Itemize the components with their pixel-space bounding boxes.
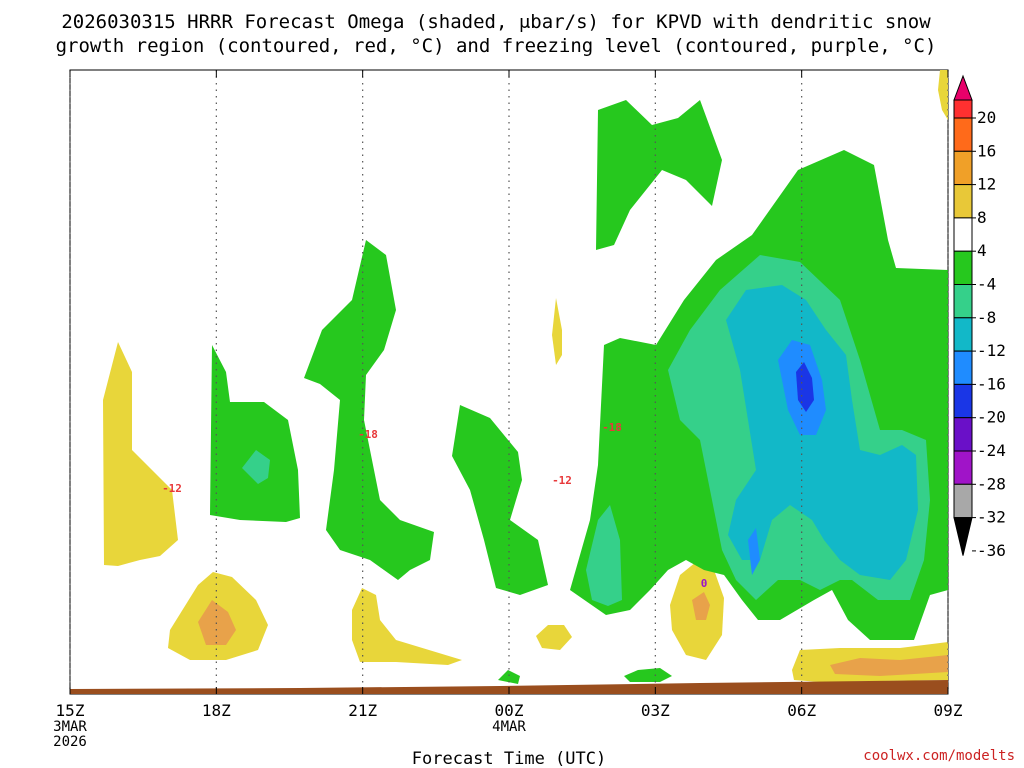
- x-tick-label: 00Z: [495, 701, 524, 720]
- colorbar-swatch: [953, 350, 973, 385]
- updraft-region: [210, 345, 300, 522]
- colorbar-label: -32: [977, 508, 1006, 527]
- subsidence-core: [830, 655, 948, 676]
- contour-label: -12: [162, 482, 182, 495]
- colorbar-label: 20: [977, 108, 996, 127]
- subsidence-region: [103, 342, 178, 566]
- colorbar-swatch: [953, 317, 973, 352]
- colorbar-label: -8: [977, 308, 996, 327]
- updraft-region: [304, 240, 434, 580]
- colorbar-label: 8: [977, 208, 987, 227]
- x-tick-label: 06Z: [787, 701, 816, 720]
- subsidence-region: [352, 588, 462, 665]
- updraft-inner: [242, 450, 270, 484]
- colorbar-label: -28: [977, 474, 1006, 493]
- omega-shading: [103, 70, 948, 684]
- colorbar-swatch: [953, 383, 973, 419]
- updraft-center: [726, 285, 918, 580]
- updraft-max: [796, 362, 814, 412]
- x-tick-date: 4MAR: [492, 719, 526, 735]
- credit-text: coolwx.com/modelts: [863, 748, 1015, 764]
- contour-label: -12: [552, 474, 572, 487]
- colorbar-top-arrow: [953, 74, 973, 101]
- colorbar-swatch: [953, 217, 973, 252]
- subsidence-region: [938, 70, 948, 120]
- colorbar-label: -16: [977, 374, 1006, 393]
- colorbar-label: 16: [977, 141, 996, 160]
- colorbar-label: -36: [977, 541, 1006, 560]
- colorbar-swatch: [953, 483, 973, 519]
- updraft-region: [452, 405, 548, 595]
- colorbar-swatch: [953, 450, 973, 485]
- colorbar-swatch: [953, 99, 973, 119]
- updraft-region: [624, 668, 672, 682]
- colorbar-label: -4: [977, 275, 996, 294]
- contour-label: -18: [358, 428, 378, 441]
- colorbar: 20 16 12 8 4 -4 -8 -12 -16 -20 -24 -28 -32 -36: [953, 74, 1006, 560]
- colorbar-swatch: [953, 417, 973, 452]
- colorbar-label: -12: [977, 341, 1006, 360]
- x-tick-label: 21Z: [348, 701, 377, 720]
- x-tick-label: 03Z: [641, 701, 670, 720]
- subsidence-region: [552, 298, 562, 365]
- colorbar-label: 4: [977, 241, 987, 260]
- axes: 2503003504004505005506006507007508008509…: [53, 70, 963, 750]
- chart-title-line2: growth region (contoured, red, °C) and f…: [56, 35, 937, 57]
- gridlines: [69, 70, 949, 694]
- subsidence-core: [198, 600, 236, 645]
- subsidence-core: [692, 592, 710, 620]
- colorbar-label: -24: [977, 441, 1006, 460]
- colorbar-swatch: [953, 150, 973, 186]
- x-tick-label: 09Z: [934, 701, 963, 720]
- chart-title-line1: 2026030315 HRRR Forecast Omega (shaded, …: [61, 11, 931, 33]
- x-tick-label: 18Z: [202, 701, 231, 720]
- x-axis-label: Forecast Time (UTC): [412, 749, 606, 768]
- x-tick-date: 3MAR: [53, 719, 87, 735]
- x-tick-label: 15Z: [56, 701, 85, 720]
- colorbar-swatch: [953, 284, 973, 319]
- colorbar-swatch: [953, 117, 973, 152]
- contour-label: -18: [602, 421, 622, 434]
- updraft-inner: [586, 505, 622, 606]
- colorbar-bottom-arrow: [953, 517, 973, 556]
- updraft-region: [596, 100, 722, 250]
- colorbar-swatch: [953, 250, 973, 285]
- colorbar-label: 12: [977, 175, 996, 194]
- contour-label: 0: [701, 577, 708, 590]
- subsidence-region: [536, 625, 572, 650]
- colorbar-swatch: [953, 184, 973, 219]
- colorbar-label: -20: [977, 408, 1006, 427]
- x-tick-year: 2026: [53, 734, 87, 750]
- updraft-max: [748, 528, 760, 575]
- updraft-region: [498, 670, 520, 684]
- contours: -18 -18 -12 -12 0: [162, 421, 708, 590]
